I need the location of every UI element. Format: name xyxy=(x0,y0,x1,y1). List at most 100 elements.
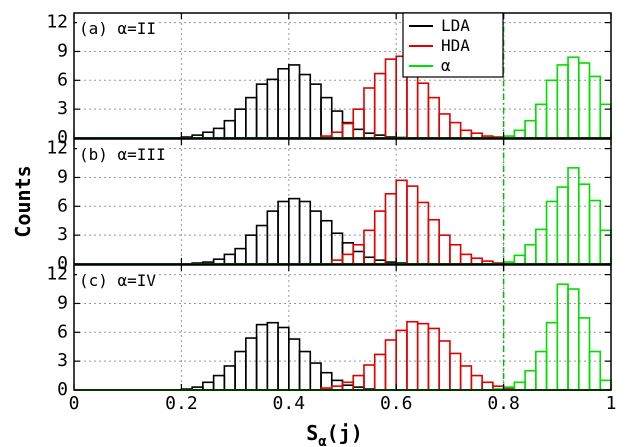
histogram-bar-lda xyxy=(320,96,333,139)
histogram-bar-hda xyxy=(373,72,387,139)
histogram-bar-alpha xyxy=(577,317,591,391)
histogram-bar-alpha xyxy=(545,200,559,265)
x-tick-label: 0.6 xyxy=(380,393,413,414)
histogram-bar-alpha xyxy=(535,350,548,391)
histogram-bar-lda xyxy=(363,256,376,265)
histogram-bar-lda xyxy=(287,64,301,139)
y-tick-label: 9 xyxy=(57,292,68,313)
histogram-bar-lda xyxy=(298,73,312,139)
histogram-bar-hda xyxy=(406,185,419,265)
y-tick-label: 3 xyxy=(57,224,68,245)
histogram-bar-lda xyxy=(309,210,322,265)
legend-label-alpha: α xyxy=(441,56,451,75)
histogram-bar-lda xyxy=(255,224,269,265)
histogram-bar-lda xyxy=(223,253,236,265)
x-axis-title: Sα(j) xyxy=(306,421,363,447)
y-tick-label: 6 xyxy=(57,69,68,90)
histogram-bar-lda xyxy=(277,200,290,265)
y-axis-title: Counts xyxy=(11,165,35,237)
histogram-bar-lda xyxy=(255,323,269,391)
y-tick-label: 3 xyxy=(57,98,68,119)
histogram-bar-hda xyxy=(427,96,440,139)
histogram-bar-alpha xyxy=(513,381,526,391)
x-tick-label: 0 xyxy=(69,393,80,414)
panel-label-background xyxy=(77,18,159,39)
panel-label-background xyxy=(77,144,168,165)
y-tick-label: 12 xyxy=(46,12,68,33)
histogram-bar-hda xyxy=(352,108,365,139)
panel-frame xyxy=(73,264,612,391)
histogram-bar-alpha xyxy=(577,62,591,139)
histogram-bar-lda xyxy=(277,67,290,139)
histogram-bar-lda xyxy=(309,362,322,391)
histogram-bar-hda xyxy=(373,210,387,265)
histogram-bar-hda xyxy=(449,243,462,265)
y-tick-label: 6 xyxy=(57,321,68,342)
histogram-bar-lda xyxy=(212,127,226,139)
histogram-bar-hda xyxy=(459,365,473,391)
histogram-bar-alpha xyxy=(513,254,526,265)
histogram-bar-lda xyxy=(245,337,258,391)
y-tick-label: 3 xyxy=(57,350,68,371)
histogram-bar-alpha xyxy=(588,199,602,265)
histogram-bar-hda xyxy=(438,113,451,139)
histogram-bar-hda xyxy=(416,201,430,265)
histogram-bar-hda xyxy=(438,340,451,391)
histogram-bar-hda xyxy=(470,374,483,391)
histogram-bar-lda xyxy=(309,83,322,139)
histogram-bar-lda xyxy=(234,108,247,139)
y-tick-label: 0 xyxy=(57,253,68,274)
histogram-bar-hda xyxy=(416,322,430,391)
histogram-bar-hda xyxy=(384,193,397,265)
histogram-bar-alpha xyxy=(513,129,526,139)
histogram-bar-hda xyxy=(341,122,355,139)
histogram-bar-hda xyxy=(459,129,473,139)
histogram-bar-alpha xyxy=(567,56,580,139)
histogram-bar-lda xyxy=(255,83,269,139)
histogram-bar-hda xyxy=(352,243,365,265)
histogram-bar-lda xyxy=(266,78,279,139)
histogram-bar-lda xyxy=(234,247,247,265)
panel-label: (a) α=II xyxy=(79,19,156,38)
histogram-bar-lda xyxy=(298,200,312,265)
histogram-bar-lda xyxy=(223,365,236,391)
histogram-bar-hda xyxy=(373,353,387,391)
panel-label-background xyxy=(77,270,159,291)
histogram-bar-alpha xyxy=(524,369,537,391)
y-tick-label: 9 xyxy=(57,40,68,61)
x-tick-label: 1 xyxy=(606,393,617,414)
histogram-bar-lda xyxy=(245,234,258,265)
histogram-bar-lda xyxy=(330,110,344,139)
histogram-bar-alpha xyxy=(588,350,602,391)
histogram-bar-lda xyxy=(341,121,355,139)
histogram-bar-alpha xyxy=(567,288,580,391)
histogram-bar-hda xyxy=(363,364,376,391)
histogram-bar-lda xyxy=(352,250,365,265)
histogram-bar-alpha xyxy=(577,183,591,265)
histogram-bar-hda xyxy=(384,339,397,391)
x-tick-label: 0.4 xyxy=(273,393,306,414)
histogram-bar-lda xyxy=(223,119,236,139)
histogram-bar-hda xyxy=(481,381,494,391)
histogram-bar-lda xyxy=(245,96,258,139)
y-tick-label: 12 xyxy=(46,138,68,159)
histogram-bar-lda xyxy=(298,350,312,391)
histogram-bar-alpha xyxy=(556,283,569,391)
legend-label-lda: LDA xyxy=(441,16,470,35)
y-tick-label: 12 xyxy=(46,264,68,285)
histogram-bar-lda xyxy=(330,379,344,391)
histogram-bar-lda xyxy=(234,350,247,391)
histogram-bar-hda xyxy=(406,320,419,391)
histogram-bar-hda xyxy=(459,253,473,265)
histogram-bar-lda xyxy=(287,338,301,391)
histogram-bar-hda xyxy=(438,234,451,265)
histogram-bar-hda xyxy=(449,352,462,391)
histogram-bar-hda xyxy=(363,87,376,139)
x-tick-label: 0.8 xyxy=(487,393,520,414)
y-tick-label: 6 xyxy=(57,195,68,216)
histogram-bar-alpha xyxy=(588,75,602,139)
histogram-bar-hda xyxy=(427,218,440,265)
x-tick-label: 0.2 xyxy=(165,393,198,414)
histogram-bar-alpha xyxy=(567,167,580,265)
